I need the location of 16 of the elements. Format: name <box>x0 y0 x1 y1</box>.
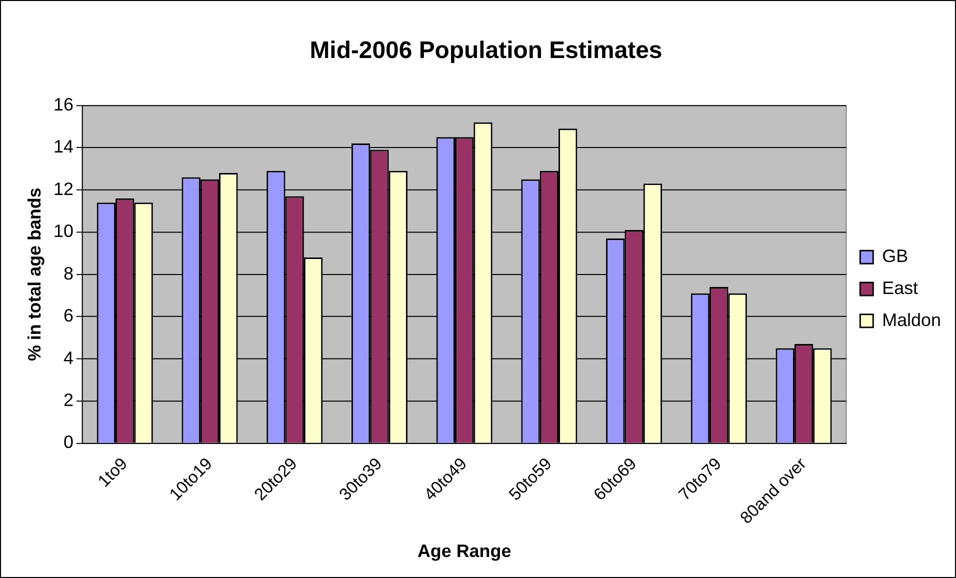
y-axis-title: % in total age bands <box>24 188 45 362</box>
y-tick-label: 14 <box>54 136 74 157</box>
y-tick-label: 10 <box>54 221 74 242</box>
y-tick-label: 8 <box>63 263 74 284</box>
y-tick-label: 4 <box>63 348 74 368</box>
y-tick-label: 2 <box>63 390 74 410</box>
x-axis-title: Age Range <box>417 541 512 562</box>
chart-title: Mid-2006 Population Estimates <box>310 36 662 64</box>
y-tick-label: 0 <box>63 432 74 452</box>
legend-label: GB <box>882 246 908 266</box>
y-tick-label: 6 <box>63 306 74 326</box>
legend-label: East <box>882 278 918 298</box>
legend-label: Maldon <box>882 310 941 330</box>
x-tick-label: 1to9 <box>94 454 132 491</box>
y-tick-label: 12 <box>54 178 74 199</box>
y-tick-label: 16 <box>54 94 74 114</box>
